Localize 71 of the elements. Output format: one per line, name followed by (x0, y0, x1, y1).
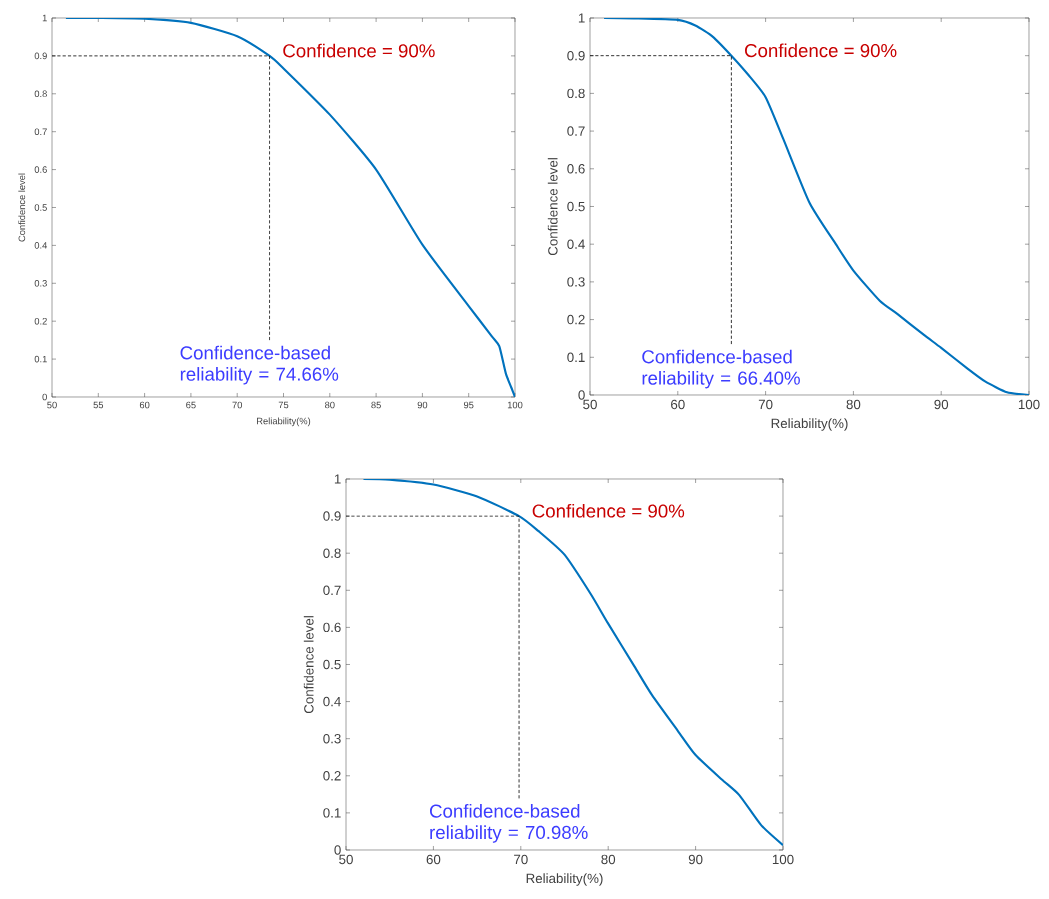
y-tick-label: 0.3 (567, 277, 585, 287)
x-axis-title: Reliability(%) (526, 873, 603, 886)
x-tick-label: 65 (186, 401, 196, 409)
x-tick-label: 90 (417, 401, 428, 409)
x-tick-label: 60 (426, 854, 441, 865)
x-tick-label: 60 (139, 401, 150, 409)
y-axis-title: Confidence level (547, 158, 558, 256)
x-tick-label: 100 (507, 401, 523, 409)
y-tick-label: 0.3 (323, 733, 341, 744)
y-tick-label: 0.8 (34, 90, 47, 98)
x-tick-label: 50 (47, 401, 57, 409)
x-tick-label: 75 (278, 401, 289, 409)
y-tick-label: 0.2 (34, 317, 47, 325)
x-tick-label: 70 (514, 854, 528, 865)
y-tick-label: 0 (42, 393, 47, 401)
x-tick-label: 50 (339, 854, 353, 865)
y-tick-label: 1 (334, 474, 341, 484)
x-tick-label: 100 (772, 854, 794, 865)
y-tick-label: 0.5 (567, 201, 585, 212)
x-tick-label: 60 (671, 399, 685, 410)
line-series (602, 17, 1029, 395)
y-tick-label: 0.8 (567, 88, 585, 99)
y-tick-label: 0.7 (323, 585, 341, 595)
annotation: Confidence = 90% (283, 43, 435, 58)
y-tick-label: 0.9 (34, 52, 47, 60)
y-tick-label: 0.3 (34, 280, 47, 287)
y-tick-label: 0.4 (567, 239, 585, 249)
y-tick-label: 0.6 (34, 166, 47, 173)
y-tick-label: 0.7 (567, 126, 585, 136)
x-tick-label: 70 (758, 399, 773, 410)
annotation: Confidence = 90% (745, 43, 897, 58)
x-tick-label: 80 (325, 401, 335, 409)
y-tick-label: 1 (578, 13, 585, 23)
x-tick-label: 80 (846, 399, 861, 410)
y-tick-label: 0.2 (323, 771, 341, 781)
y-tick-label: 0.9 (567, 50, 585, 61)
annotation: Confidence = 90% (532, 503, 685, 518)
x-tick-label: 90 (934, 399, 949, 410)
y-tick-label: 0.4 (34, 242, 48, 249)
y-tick-label: 0.1 (34, 355, 47, 363)
y-tick-label: 0 (578, 390, 585, 400)
y-tick-label: 0.9 (323, 511, 341, 521)
y-tick-label: 0.5 (323, 659, 341, 670)
y-axis-title: Confidence level (18, 173, 26, 242)
y-tick-label: 0.5 (34, 204, 47, 211)
y-axis-title: Confidence level (303, 616, 314, 714)
x-tick-label: 80 (601, 854, 616, 865)
y-tick-label: 0.6 (323, 622, 341, 633)
y-tick-label: 0.8 (323, 548, 341, 558)
x-tick-label: 100 (1018, 399, 1040, 410)
x-axis-title: Reliability(%) (257, 417, 311, 427)
y-tick-label: 0.7 (34, 128, 47, 135)
line-series (362, 478, 783, 847)
x-tick-label: 50 (583, 399, 597, 410)
x-axis-title: Reliability(%) (771, 418, 848, 431)
x-tick-label: 95 (463, 401, 474, 409)
y-tick-label: 1 (42, 14, 47, 22)
x-tick-label: 90 (688, 854, 703, 865)
x-tick-label: 85 (371, 401, 381, 409)
annotation: Confidence-based reliability = 74.66% (180, 345, 339, 385)
y-tick-label: 0.6 (567, 164, 585, 174)
y-tick-label: 0.1 (567, 352, 585, 362)
y-tick-label: 0.1 (323, 808, 341, 818)
line-series (64, 17, 515, 397)
y-tick-label: 0.4 (323, 696, 341, 707)
x-tick-label: 70 (232, 401, 243, 409)
x-tick-label: 55 (93, 401, 104, 409)
annotation: Confidence-based reliability = 66.40% (642, 349, 800, 389)
annotation: Confidence-based reliability = 70.98% (430, 804, 588, 843)
y-tick-label: 0.2 (567, 314, 585, 325)
y-tick-label: 0 (334, 845, 341, 855)
